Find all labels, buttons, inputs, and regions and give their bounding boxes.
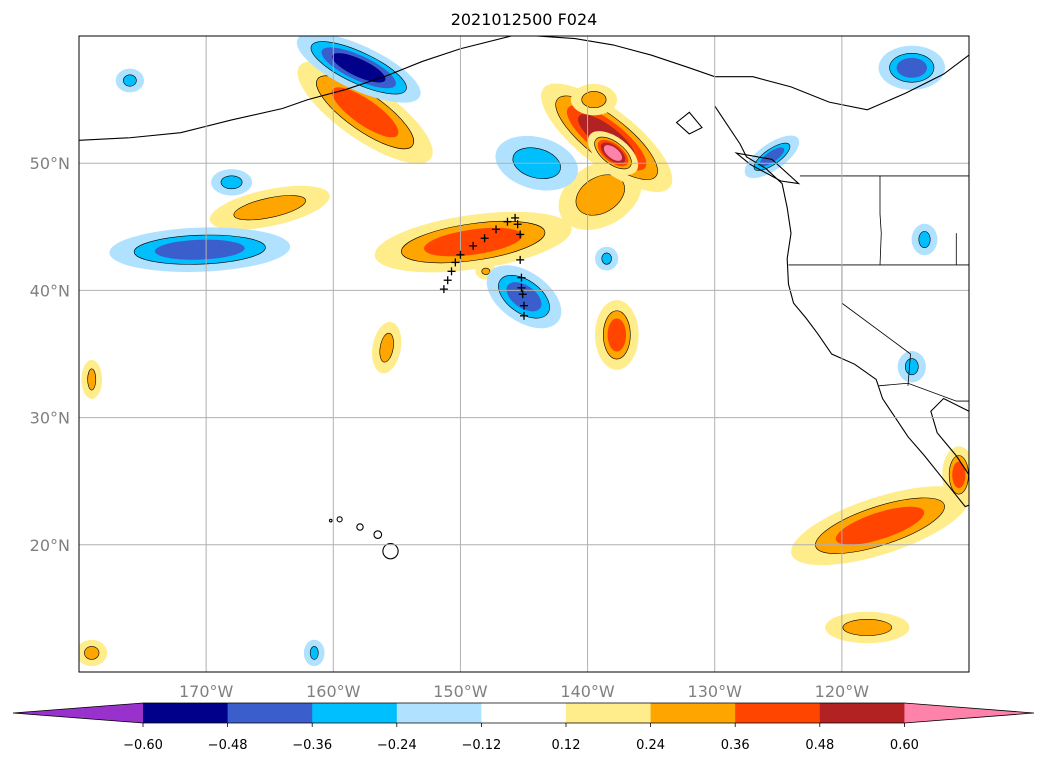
anomaly-region-positive-south-edge — [79, 639, 108, 667]
lon-label: 120°W — [815, 682, 870, 701]
anomaly-region-negative-west-north — [211, 169, 253, 196]
longitude-labels: 170°W 160°W 150°W 140°W 130°W 120°W — [179, 682, 869, 701]
colorbar-segment — [227, 703, 313, 723]
map-title: 2021012500 F024 — [451, 10, 598, 29]
map-frame — [78, 35, 970, 673]
colorbar-segment — [143, 703, 229, 723]
track-marker — [469, 241, 478, 250]
hawaii-island — [336, 516, 343, 523]
colorbar-extend-high — [904, 703, 1034, 723]
colorbar-segment — [819, 703, 905, 723]
track-marker — [451, 258, 460, 267]
anomaly-region-positive-west-edge — [81, 359, 103, 399]
track-marker — [518, 290, 527, 299]
coastlines — [79, 36, 969, 560]
political-boundary — [878, 382, 969, 402]
anomaly-region-positive-central-1 — [372, 322, 402, 374]
colorbar-tick-label: 0.36 — [721, 738, 750, 753]
anomaly-region-negative-small-1 — [595, 246, 619, 271]
colorbar: −0.60 −0.48 −0.36 −0.24 −0.12 0.12 0.24 0.36 0.4… — [12, 702, 1035, 753]
map-background — [79, 36, 969, 672]
anomaly-region-positive-sw-blob — [595, 300, 639, 370]
colorbar-tick-label: −0.12 — [461, 738, 501, 753]
track-marker — [443, 276, 452, 285]
colorbar-tick-label: 0.48 — [805, 738, 834, 753]
track-marker — [503, 217, 512, 226]
track-marker — [480, 234, 489, 243]
anomaly-region-positive-ne-core — [587, 131, 639, 175]
colorbar-tick-label: −0.48 — [208, 738, 248, 753]
vancouver-island — [734, 152, 801, 185]
anomaly-region-positive-south-east — [825, 611, 910, 644]
anomaly-region-positive-baja — [942, 446, 969, 504]
track-markers — [439, 213, 528, 320]
colorbar-tick-label: −0.60 — [123, 738, 163, 753]
latitude-labels: 50°N 40°N 30°N 20°N — [30, 154, 70, 555]
anomaly-region-negative-inland-1 — [911, 223, 938, 256]
colorbar-segment — [396, 703, 482, 723]
colorbar-segment — [566, 703, 652, 723]
track-marker — [520, 311, 528, 320]
anomaly-region-negative-canada-coast — [744, 135, 800, 179]
track-marker — [516, 255, 525, 264]
anomaly-region-negative-west-top — [115, 68, 145, 93]
colorbar-tick-label: −0.24 — [377, 738, 417, 753]
colorbar-segment — [481, 703, 567, 723]
colorbar-tick-label: 0.60 — [890, 738, 919, 753]
colorbar-segment — [650, 703, 736, 723]
anomaly-fields — [79, 36, 969, 667]
lat-label: 20°N — [30, 536, 70, 555]
anomaly-region-positive-tropical-east — [791, 486, 969, 566]
track-marker — [447, 267, 456, 276]
anomaly-region-negative-inland-2 — [897, 351, 926, 383]
anomaly-region-negative-west-main — [109, 227, 291, 272]
colorbar-tick-label: 0.24 — [636, 738, 665, 753]
lon-label: 140°W — [560, 682, 615, 701]
hawaii-island — [373, 530, 383, 539]
hawaii-island — [328, 518, 333, 523]
colorbar-extend-low — [13, 703, 143, 723]
anomaly-region-positive-mid-north — [570, 83, 618, 116]
hawaii-island — [356, 523, 364, 531]
lat-label: 50°N — [30, 154, 70, 173]
lat-label: 30°N — [30, 409, 70, 428]
track-marker — [492, 225, 501, 234]
lon-label: 130°W — [688, 682, 743, 701]
track-marker — [513, 220, 522, 229]
lon-label: 150°W — [433, 682, 488, 701]
lon-label: 160°W — [306, 682, 361, 701]
hawaii-island — [382, 542, 399, 560]
alaska-coastline — [79, 36, 969, 141]
colorbar-tick-label: 0.12 — [552, 738, 581, 753]
track-marker — [516, 230, 525, 239]
political-boundary — [879, 175, 882, 265]
anomaly-region-positive-west-mid — [209, 185, 330, 230]
anomaly-region-negative-south-central — [486, 265, 562, 329]
track-marker — [511, 213, 520, 222]
colorbar-segment — [735, 703, 821, 723]
colorbar-segment — [312, 703, 398, 723]
colorbar-tick-label: −0.36 — [292, 738, 332, 753]
anomaly-region-negative-small-2 — [303, 639, 325, 667]
lat-label: 40°N — [30, 281, 70, 300]
anomaly-region-negative-ne-corner — [878, 45, 946, 90]
track-marker — [517, 283, 526, 292]
track-marker — [439, 285, 448, 294]
anomaly-region-negative-aleutian-core — [296, 36, 421, 103]
track-marker — [517, 273, 526, 282]
lon-label: 170°W — [179, 682, 234, 701]
gridlines — [79, 36, 969, 672]
track-marker — [520, 301, 528, 310]
anomaly-region-positive-aleutian — [297, 61, 433, 164]
track-marker — [456, 250, 465, 259]
haida-gwaii-island — [675, 111, 703, 135]
